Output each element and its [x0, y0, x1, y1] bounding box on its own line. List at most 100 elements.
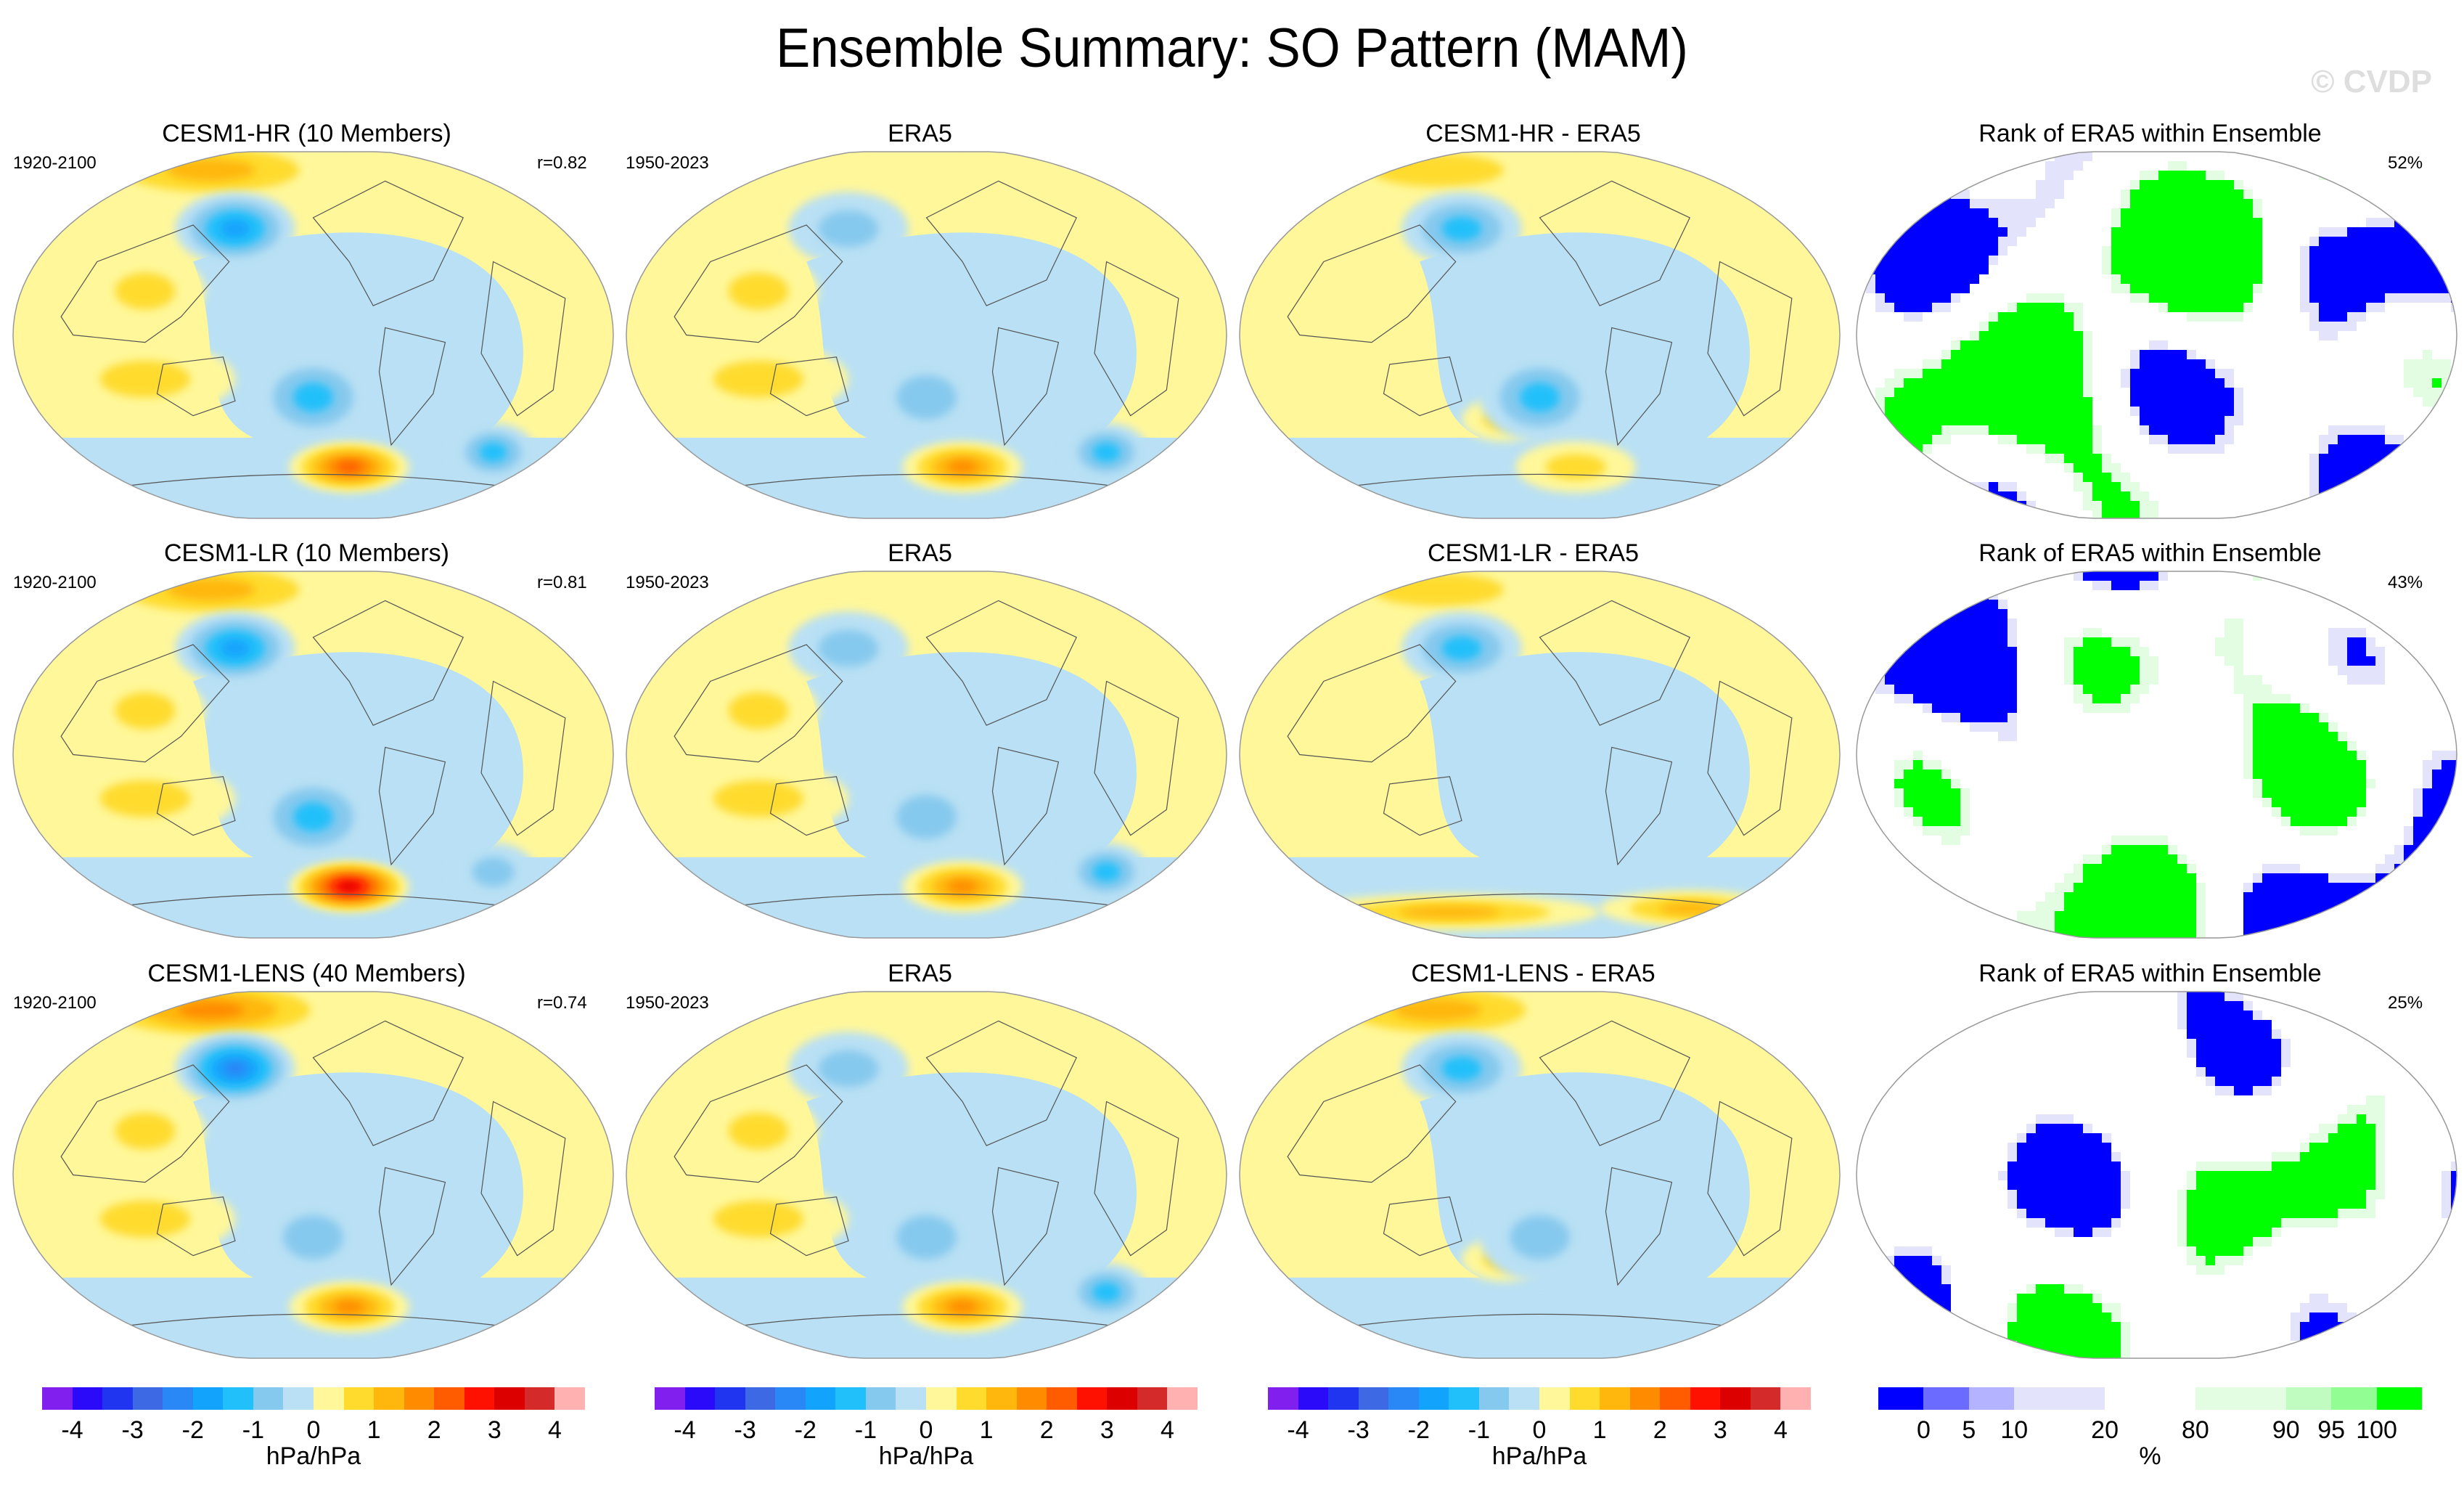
colorbar-box	[1923, 1387, 1970, 1410]
colorbar-box	[655, 1387, 686, 1410]
panel-title: ERA5	[888, 960, 952, 987]
colorbar-tick-label: 80	[2181, 1416, 2209, 1444]
coastline	[674, 1064, 843, 1183]
rank-percent-label: 43%	[2388, 573, 2423, 592]
pattern-correlation-label: r=0.81	[537, 573, 587, 592]
anomaly-contour-amundsen-high	[334, 1300, 364, 1314]
panel-title: CESM1-LENS (40 Members)	[147, 960, 466, 987]
colorbar-tick-label: 2	[1653, 1416, 1667, 1444]
colorbar-tick-label: 0	[1532, 1416, 1547, 1444]
colorbar-tick-label: -3	[734, 1416, 756, 1444]
colorbar-box	[2195, 1387, 2288, 1410]
difference-map	[1239, 571, 1841, 939]
colorbar-tick-label: 0	[1916, 1416, 1931, 1444]
anomaly-contour-australia-high	[115, 272, 176, 310]
colorbar-tick-label: 10	[2000, 1416, 2029, 1444]
coastline	[1094, 1101, 1179, 1257]
anomaly-contour-north-pacific-low	[223, 1061, 247, 1077]
anomaly-contour-south-pacific-low	[896, 375, 957, 420]
map-outline	[12, 571, 614, 939]
colorbar-box	[684, 1387, 716, 1410]
panel-title: ERA5	[888, 539, 952, 567]
colorbar-box	[926, 1387, 957, 1410]
colorbar-box	[1388, 1387, 1420, 1410]
coastline	[991, 327, 1060, 446]
pattern-map	[12, 151, 614, 519]
panel-title: CESM1-LR (10 Members)	[164, 539, 449, 567]
colorbar-box	[2331, 1387, 2378, 1410]
cvdp-watermark: © CVDP	[2311, 64, 2432, 99]
colorbar-box	[404, 1387, 435, 1410]
colorbar-box	[163, 1387, 194, 1410]
coastline	[1707, 261, 1793, 417]
anomaly-contour-south-atlantic-low	[1092, 862, 1121, 882]
colorbar-box	[835, 1387, 867, 1410]
pattern-correlation-label: r=0.74	[537, 993, 587, 1013]
anomaly-contour-australia-high	[728, 692, 789, 730]
colorbar-unit-label: hPa/hPa	[878, 1442, 974, 1470]
obs-period-label: 1950-2023	[626, 153, 709, 173]
coastline	[102, 893, 524, 910]
colorbar-box	[283, 1387, 314, 1410]
coastline	[991, 1167, 1060, 1286]
colorbar-box	[1509, 1387, 1540, 1410]
colorbar-box	[1418, 1387, 1449, 1410]
coastline	[1605, 1167, 1673, 1286]
colorbar-box	[745, 1387, 776, 1410]
difference-map	[1239, 151, 1841, 519]
colorbar-tick-label: -1	[854, 1416, 877, 1444]
coastline	[925, 1020, 1078, 1146]
anomaly-contour-amundsen-high	[337, 462, 361, 473]
colorbar-box	[434, 1387, 465, 1410]
anomaly-contour-amundsen-high	[947, 880, 978, 894]
colorbar-box	[1137, 1387, 1168, 1410]
colorbar-box	[494, 1387, 525, 1410]
anomaly-contour-north-pacific-low	[220, 639, 250, 658]
coastline	[1383, 356, 1462, 417]
colorbar-tick-label: -2	[1407, 1416, 1430, 1444]
anomaly-contour-south-atlantic-low	[1092, 1282, 1121, 1302]
coastline	[674, 224, 843, 343]
colorbar-box	[1720, 1387, 1751, 1410]
colorbar-box	[1600, 1387, 1631, 1410]
coastline	[1605, 746, 1673, 866]
colorbar-tick-label: -3	[1347, 1416, 1370, 1444]
anomaly-contour-south-pacific-low	[896, 1215, 957, 1260]
colorbar-tick-label: 3	[1100, 1416, 1114, 1444]
coastline	[60, 224, 230, 343]
pattern-map	[12, 571, 614, 939]
model-period-label: 1920-2100	[13, 573, 97, 592]
negative-anomaly-region	[1420, 652, 1750, 888]
colorbar-box	[1016, 1387, 1047, 1410]
colorbar-box	[192, 1387, 224, 1410]
coastline	[769, 1196, 849, 1257]
coastline	[378, 1167, 446, 1286]
anomaly-contour-south-pacific-low	[292, 383, 334, 412]
pattern-map	[626, 151, 1227, 519]
coastline	[312, 1020, 464, 1146]
anomaly-contour-antarctic-coast-high	[1659, 902, 1720, 915]
anomaly-contour-australia-high	[115, 1112, 176, 1150]
pattern-map	[12, 991, 614, 1359]
coastline	[480, 261, 566, 417]
colorbar-box	[343, 1387, 374, 1410]
coastline	[312, 600, 464, 726]
panel-title: CESM1-HR (10 Members)	[162, 120, 451, 147]
colorbar-tick-label: 90	[2272, 1416, 2300, 1444]
difference-map	[1239, 991, 1841, 1359]
anomaly-contour-australia-high	[713, 1200, 803, 1238]
coastline	[674, 644, 843, 763]
coastline	[1329, 893, 1751, 910]
anomaly-contour-south-pacific-low	[292, 802, 334, 832]
anomaly-contour-australia-high	[99, 360, 190, 398]
model-period-label: 1920-2100	[13, 993, 97, 1013]
anomaly-contour-amundsen-high	[947, 1300, 978, 1314]
colorbar-box	[253, 1387, 284, 1410]
colorbar-unit-label: hPa/hPa	[266, 1442, 361, 1470]
panel-title: Rank of ERA5 within Ensemble	[1978, 539, 2322, 567]
coastline	[1605, 327, 1673, 446]
coastline	[1094, 680, 1179, 836]
colorbar-box	[956, 1387, 987, 1410]
coastline	[480, 680, 566, 836]
colorbar-tick-label: 3	[487, 1416, 502, 1444]
